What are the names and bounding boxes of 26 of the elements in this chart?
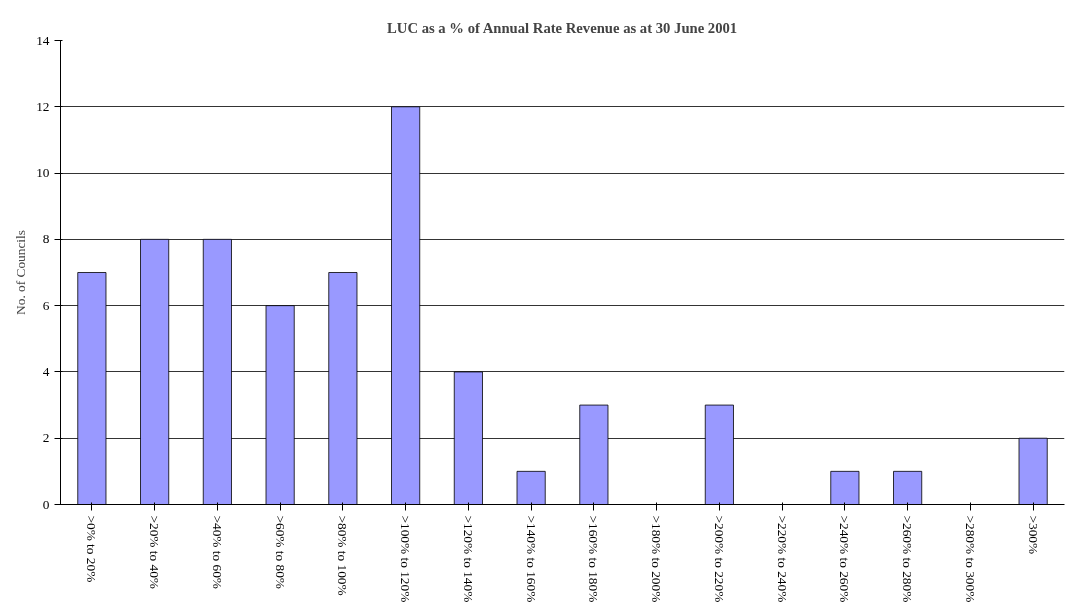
- x-tick-label: >220% to 240%: [774, 515, 790, 603]
- x-tick-label: >120% to 140%: [460, 515, 476, 603]
- x-tick-label: >20% to 40%: [147, 515, 163, 589]
- y-axis-title: No. of Councils: [13, 230, 29, 315]
- chart-title: LUC as a % of Annual Rate Revenue as at 30 June 2001: [387, 19, 738, 36]
- y-tick-label: 0: [42, 496, 50, 512]
- y-tick-label: 14: [36, 32, 50, 48]
- x-tick-label: >40% to 60%: [209, 515, 225, 589]
- x-tick-label: >160% to 180%: [586, 515, 602, 603]
- y-tick-label: 8: [42, 231, 50, 247]
- x-tick-label: >200% to 220%: [711, 515, 727, 603]
- y-tick-label: 10: [36, 165, 50, 181]
- x-tick-label: >180% to 200%: [649, 515, 665, 603]
- y-tick-label: 4: [42, 363, 50, 379]
- x-tick-label: >140% to 160%: [523, 515, 539, 603]
- x-tick-label: >240% to 260%: [837, 515, 853, 603]
- y-tick-label: 6: [42, 297, 50, 313]
- y-tick-label: 2: [42, 430, 50, 446]
- x-tick-label: >260% to 280%: [900, 515, 916, 603]
- x-tick-label: >280% to 300%: [962, 515, 978, 603]
- y-tick-label: 12: [36, 98, 50, 114]
- x-tick-label: >300%: [1025, 515, 1041, 555]
- x-tick-label: >100% to 120%: [398, 515, 414, 603]
- x-tick-label: >0% to 20%: [84, 515, 100, 583]
- x-tick-label: >60% to 80%: [272, 515, 288, 589]
- x-tick-label: >80% to 100%: [335, 515, 351, 596]
